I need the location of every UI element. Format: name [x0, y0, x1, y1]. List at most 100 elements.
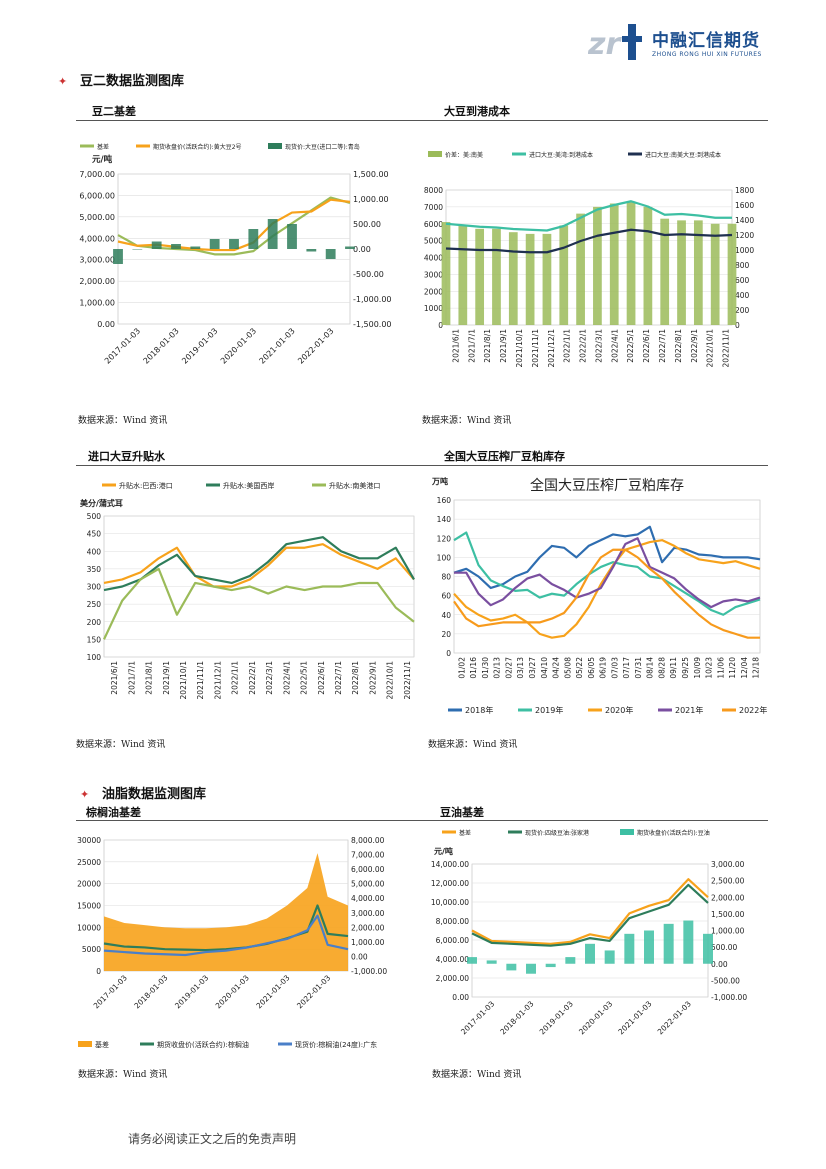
- y-tick-label: 0: [438, 321, 443, 330]
- y2-tick-label: 500.00: [353, 220, 381, 229]
- x-tick-label: 2022/6/1: [317, 661, 326, 695]
- y2-tick-label: 1,500.00: [353, 170, 389, 179]
- y-tick-label: 1,000.00: [79, 299, 115, 308]
- y2-tick-label: 1200: [735, 231, 754, 240]
- bullet-icon: ✦: [58, 75, 68, 88]
- x-tick-label: 2021/11/1: [531, 329, 540, 368]
- legend-swatch: [428, 151, 442, 157]
- x-tick-label: 2020-01-03: [577, 999, 614, 1036]
- bar-mark: [585, 943, 595, 964]
- chart-palm-basis: 30000 25000 20000 15000 10000 5000 0 8,000.00 7,…: [77, 836, 387, 1049]
- y-tick-label: 8000: [424, 186, 443, 195]
- x-tick-label: 2022/11/1: [722, 329, 731, 368]
- x-tick-label: 2021/12/1: [213, 661, 222, 700]
- bar-mark: [710, 223, 720, 325]
- bar-mark: [565, 957, 576, 964]
- series-line: [453, 539, 761, 639]
- y-tick-label: 10,000.00: [431, 898, 469, 907]
- bar-mark: [576, 213, 585, 325]
- y2-tick-label: 1,000.00: [351, 938, 385, 947]
- bar-mark: [486, 960, 497, 964]
- y-tick-label: 6,000.00: [79, 191, 115, 200]
- source-note: 数据来源：Wind 资讯: [78, 1070, 168, 1080]
- x-tick-label: 2022/9/1: [690, 329, 699, 363]
- legend-label: 2018年: [465, 705, 493, 715]
- y-tick-label: 40: [441, 611, 451, 620]
- y-tick-label: 6000: [424, 220, 443, 229]
- y2-tick-label: 4,000.00: [351, 894, 385, 903]
- bar-mark: [345, 246, 355, 249]
- y2-tick-label: 500.00: [711, 943, 737, 952]
- y2-tick-label: 5,000.00: [351, 880, 385, 889]
- bar-mark: [458, 225, 468, 325]
- y-tick-label: 120: [437, 534, 452, 543]
- legend-swatch: [620, 829, 634, 835]
- source-note: 数据来源：Wind 资讯: [78, 416, 168, 426]
- bar-mark: [593, 206, 602, 325]
- bar-mark: [660, 218, 670, 325]
- x-tick-label: 2018-01-03: [132, 973, 169, 1010]
- x-tick-label: 2018-01-03: [142, 326, 181, 365]
- y-tick-label: 15000: [77, 902, 101, 911]
- x-tick-label: 2021/8/1: [483, 329, 492, 363]
- series-line: [453, 531, 761, 616]
- x-tick-label: 2021-01-03: [258, 326, 297, 365]
- divider: [76, 820, 768, 821]
- y-tick-label: 4,000.00: [79, 234, 115, 243]
- legend-label: 升贴水:巴西:港口: [119, 481, 173, 490]
- y-tick-label: 1000: [424, 304, 443, 313]
- x-tick-label: 2021/9/1: [162, 661, 171, 695]
- y-tick-label: 0.00: [452, 993, 469, 1002]
- source-note: 数据来源：Wind 资讯: [422, 416, 512, 426]
- y2-tick-label: 1,000.00: [353, 195, 389, 204]
- y2-tick-label: 200: [735, 306, 750, 315]
- x-tick-label: 2022/3/1: [265, 661, 274, 695]
- y2-tick-label: 0.00: [353, 245, 371, 254]
- legend-swatch: [268, 143, 282, 149]
- bar-mark: [441, 222, 451, 325]
- chart-soyoil-basis: 14,000.00 12,000.00 10,000.00 8,000.00 6,000…: [431, 829, 747, 1036]
- x-tick-label: 2021/9/1: [499, 329, 508, 363]
- series-line: [453, 525, 761, 590]
- bar-mark: [727, 223, 737, 325]
- y2-tick-label: 2,000.00: [711, 893, 745, 902]
- source-note: 数据来源：Wind 资讯: [428, 740, 518, 750]
- chart-title-c6: 豆油基差: [440, 806, 484, 819]
- bar-mark: [693, 220, 703, 325]
- bullet-icon: ✦: [80, 788, 90, 801]
- series-line: [445, 228, 733, 254]
- y2-tick-label: -1,500.00: [353, 320, 392, 329]
- bar-mark: [475, 228, 485, 325]
- divider: [76, 465, 768, 466]
- x-tick-label: 07/03: [610, 657, 619, 679]
- x-tick-label: 2019-01-03: [538, 999, 575, 1036]
- series-line: [471, 883, 709, 947]
- bar-mark: [190, 246, 201, 249]
- x-tick-label: 2021/11/1: [196, 661, 205, 700]
- y-tick-label: 8,000.00: [436, 917, 470, 926]
- bar-mark: [559, 225, 569, 325]
- x-tick-label: 03/13: [516, 657, 525, 679]
- legend-label: 基差: [459, 829, 471, 837]
- series-line: [453, 548, 760, 639]
- bar-mark: [609, 203, 619, 325]
- bar-mark: [132, 249, 143, 250]
- bar-mark: [171, 244, 181, 249]
- bar-mark: [525, 233, 535, 325]
- bar-mark: [267, 219, 278, 249]
- x-tick-label: 2021/10/1: [515, 329, 524, 368]
- bar-mark: [703, 933, 713, 964]
- x-tick-label: 2022/10/1: [386, 661, 395, 700]
- x-tick-label: 01/02: [457, 657, 466, 679]
- x-tick-label: 2022/4/1: [282, 661, 291, 695]
- y-tick-label: 5,000.00: [79, 213, 115, 222]
- x-tick-label: 02/27: [504, 657, 513, 679]
- x-tick-label: 11/06: [716, 657, 725, 679]
- y-tick-label: 20000: [77, 880, 101, 889]
- legend-label: 2022年: [739, 705, 767, 715]
- chart-title-c1: 豆二基差: [92, 105, 136, 118]
- x-tick-label: 04/10: [540, 657, 549, 679]
- bar-mark: [663, 923, 674, 964]
- y-tick-label: 250: [87, 600, 102, 609]
- chart-title-c3: 进口大豆升贴水: [88, 450, 165, 463]
